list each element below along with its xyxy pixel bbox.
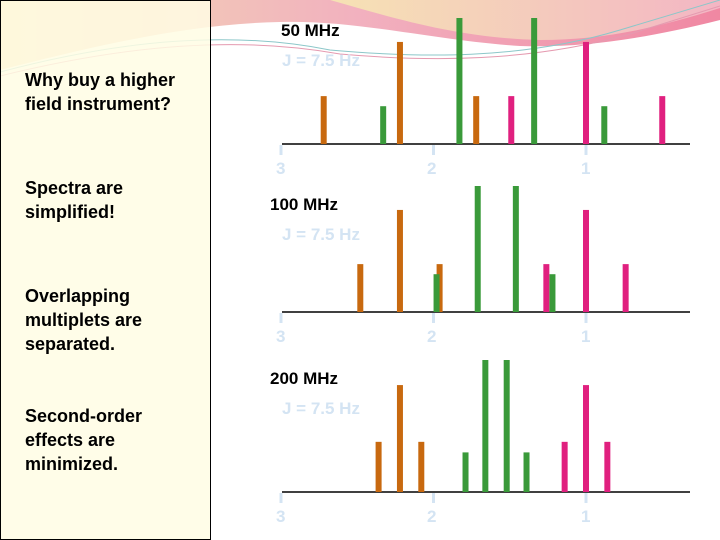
spectral-line-pink xyxy=(622,264,629,312)
spectral-line-green xyxy=(549,274,556,312)
spectral-line-orange xyxy=(436,264,443,312)
spectral-line-pink xyxy=(561,441,568,492)
ppm-tick-mark xyxy=(584,145,588,155)
spectrum-100-tick-2: 2 xyxy=(427,327,437,346)
spectrum-100-tick-1: 1 xyxy=(581,327,591,346)
spectral-line-green xyxy=(512,186,519,312)
spectral-line-green xyxy=(523,452,530,492)
left-text-panel: Why buy a higher field instrument? Spect… xyxy=(0,0,211,540)
spectral-line-green xyxy=(380,106,387,144)
spectrum-200-tick-3: 3 xyxy=(276,507,286,526)
ppm-tick-mark xyxy=(584,313,588,323)
spectral-line-green xyxy=(474,186,481,312)
spectral-line-green xyxy=(456,18,463,144)
spectrum-50-tick-2: 2 xyxy=(427,159,437,178)
ppm-tick-mark xyxy=(432,145,435,155)
point-multiplets-separated: Overlapping multiplets are separated. xyxy=(25,286,143,354)
spectrum-100-field-label: 100 MHz xyxy=(270,195,339,214)
spectral-line-pink xyxy=(543,264,550,312)
spectral-line-orange xyxy=(396,385,403,492)
spectrum-200-coupling-label: J = 7.5 Hz xyxy=(282,399,360,418)
spectral-line-green xyxy=(531,18,538,144)
spectral-line-pink xyxy=(659,96,666,144)
spectrum-50-tick-3: 3 xyxy=(276,159,286,178)
spectral-line-pink xyxy=(583,41,589,144)
spectrum-200-tick-2: 2 xyxy=(427,507,437,526)
ppm-tick-mark xyxy=(584,493,588,503)
spectral-line-pink xyxy=(583,385,589,492)
spectral-line-green xyxy=(433,274,440,312)
spectral-line-orange xyxy=(375,441,382,492)
point-spectra-simplified: Spectra are simplified! xyxy=(25,178,124,222)
spectral-line-pink xyxy=(583,209,589,312)
ppm-tick-mark xyxy=(432,493,435,503)
spectrum-200-field-label: 200 MHz xyxy=(270,369,339,388)
spectral-line-green xyxy=(601,106,608,144)
spectral-line-pink xyxy=(604,441,611,492)
ppm-tick-mark xyxy=(279,313,283,323)
ppm-tick-mark xyxy=(279,145,283,155)
spectrum-100-tick-3: 3 xyxy=(276,327,286,346)
spectral-line-orange xyxy=(396,209,403,312)
spectral-line-green xyxy=(482,360,489,492)
question-heading: Why buy a higher field instrument? xyxy=(25,70,176,114)
spectral-line-green xyxy=(462,452,469,492)
spectral-line-orange xyxy=(320,96,327,144)
spectral-line-pink xyxy=(508,96,515,144)
ppm-tick-mark xyxy=(432,313,435,323)
point-second-order-minimized: Second-order effects are minimized. xyxy=(25,406,143,474)
spectrum-50-tick-1: 1 xyxy=(581,159,591,178)
spectrum-200-tick-1: 1 xyxy=(581,507,591,526)
spectrum-50-field-label: 50 MHz xyxy=(281,21,340,40)
spectrum-50-coupling-label: J = 7.5 Hz xyxy=(282,51,360,70)
spectrum-100-coupling-label: J = 7.5 Hz xyxy=(282,225,360,244)
spectral-line-orange xyxy=(418,441,425,492)
spectral-line-green xyxy=(503,360,510,492)
ppm-tick-mark xyxy=(279,493,283,503)
spectral-line-orange xyxy=(396,41,403,144)
spectral-line-orange xyxy=(473,96,480,144)
spectral-line-orange xyxy=(357,264,364,312)
